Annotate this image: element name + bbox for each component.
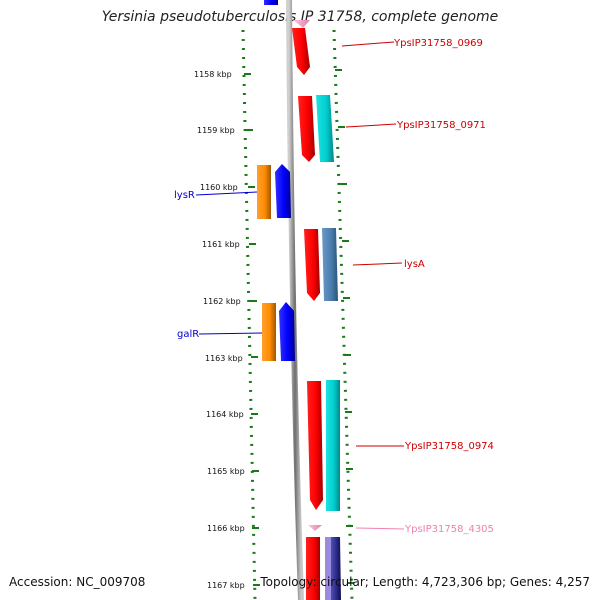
gene-YpsIP31758-0971: [316, 95, 334, 162]
label-YpsIP31758-4305: YpsIP31758_4305: [404, 524, 494, 535]
ruler-major-ticks: [244, 69, 354, 586]
ruler-right: [332, 29, 354, 600]
gene-YpsIP31758-0974: [326, 380, 340, 511]
ruler-left: [241, 29, 257, 600]
gene-YpsIP31758-0969: [292, 28, 310, 75]
gene-features: [257, 0, 341, 600]
gene-lysA: [322, 228, 338, 301]
label-lysA: lysA: [404, 259, 425, 270]
accession-text: Accession: NC_009708: [9, 575, 146, 589]
gene-red-2: [304, 229, 320, 301]
gene-red-4: [306, 537, 320, 600]
genome-title: Yersinia pseudotuberculosis IP 31758, co…: [101, 9, 499, 25]
topology-text: Topology: circular; Length: 4,723,306 bp…: [260, 575, 590, 589]
gene-red-1: [298, 96, 315, 162]
label-YpsIP31758-0969: YpsIP31758_0969: [393, 38, 483, 49]
label-YpsIP31758-0971: YpsIP31758_0971: [396, 120, 486, 131]
gene-bottom-lavender: [325, 537, 331, 600]
gene-top-blue: [264, 0, 278, 5]
gene-orange-1: [257, 165, 271, 219]
tick-1162: 1162 kbp: [203, 297, 241, 306]
gene-labels: YpsIP31758_0969 YpsIP31758_0971 lysR lys…: [174, 38, 494, 535]
genome-backbone: [286, 0, 304, 600]
gene-lysR: [275, 164, 291, 218]
tick-1159: 1159 kbp: [197, 126, 235, 135]
tick-1158: 1158 kbp: [194, 70, 232, 79]
tick-1166: 1166 kbp: [207, 524, 245, 533]
tick-1167: 1167 kbp: [207, 581, 245, 590]
label-YpsIP31758-0974: YpsIP31758_0974: [404, 441, 494, 452]
gene-galR: [279, 302, 295, 361]
gene-red-3: [307, 381, 323, 510]
gene-YpsIP31758-4305: [308, 525, 322, 531]
tick-1165: 1165 kbp: [207, 467, 245, 476]
tick-1164: 1164 kbp: [206, 410, 244, 419]
gene-top-pink: [293, 20, 310, 28]
tick-1160: 1160 kbp: [200, 183, 238, 192]
tick-1161: 1161 kbp: [202, 240, 240, 249]
gene-bottom-navy: [331, 537, 341, 600]
ruler-tick-labels: 1158 kbp 1159 kbp 1160 kbp 1161 kbp 1162…: [194, 70, 245, 590]
gene-orange-2: [262, 303, 276, 361]
label-galR: galR: [177, 329, 199, 340]
label-lysR: lysR: [174, 190, 195, 201]
label-leaders: [195, 41, 405, 530]
tick-1163: 1163 kbp: [205, 354, 243, 363]
